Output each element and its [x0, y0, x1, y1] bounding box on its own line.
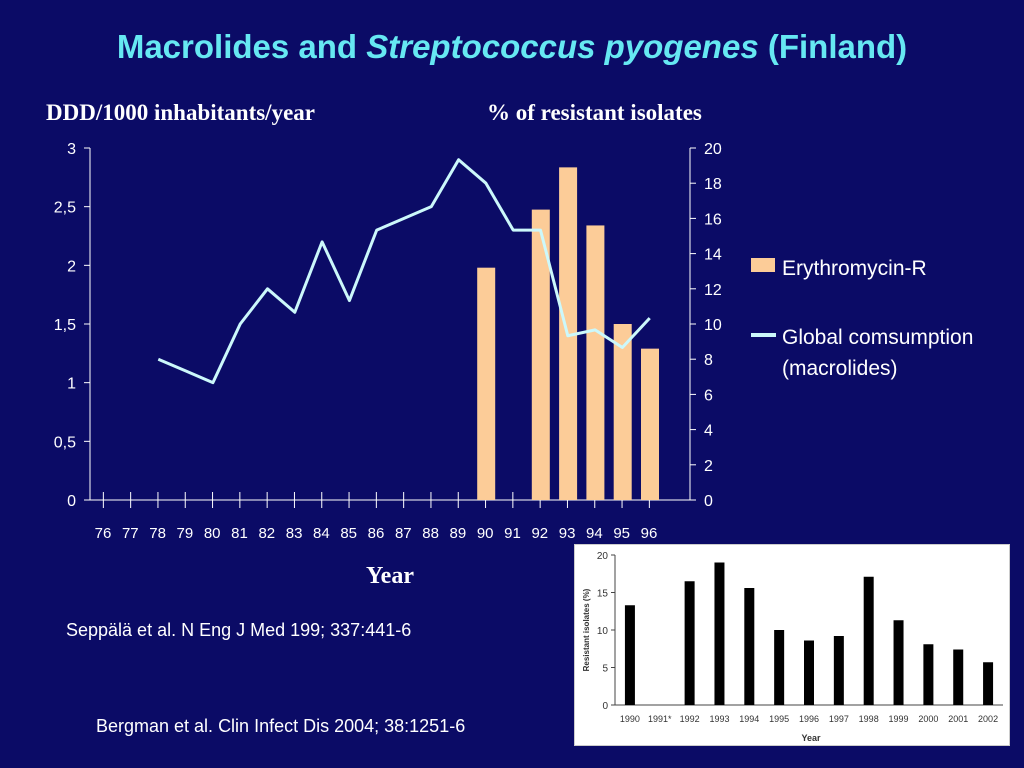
title-part-3: (Finland)	[758, 28, 908, 65]
inset-y-tick-label: 0	[602, 701, 608, 712]
erythromycin-bar	[477, 267, 496, 500]
x-tick-label: 79	[177, 525, 194, 542]
x-tick-label: 83	[286, 525, 303, 542]
x-tick-label: 93	[559, 525, 576, 542]
inset-x-tick-label: 1994	[739, 714, 759, 724]
right-axis-title: % of resistant isolates	[487, 100, 702, 125]
inset-bar	[953, 649, 964, 705]
title-part-1: Macrolides and	[116, 28, 367, 65]
inset-bar	[833, 636, 844, 705]
left-tick-label: 0,5	[54, 434, 76, 451]
left-tick-label: 2	[67, 258, 76, 275]
right-tick-label: 8	[704, 352, 713, 369]
x-tick-label: 92	[531, 525, 548, 542]
x-tick-label: 78	[149, 525, 166, 542]
inset-x-tick-label: 1991*	[648, 714, 672, 724]
inset-x-tick-label: 1997	[829, 714, 849, 724]
x-tick-label: 84	[313, 525, 330, 542]
inset-y-axis-title: Resistant isolates (%)	[582, 588, 591, 671]
x-tick-label: 89	[450, 525, 467, 542]
left-tick-label: 0	[67, 493, 76, 510]
x-tick-label: 91	[504, 525, 521, 542]
legend-label-consumption: Global comsumption	[782, 326, 973, 349]
legend-label-erythromycin: Erythromycin-R	[782, 257, 927, 280]
inset-bar	[714, 562, 725, 705]
x-tick-label: 94	[586, 525, 603, 542]
right-tick-label: 16	[704, 211, 722, 228]
inset-x-tick-label: 2000	[918, 714, 938, 724]
right-tick-label: 20	[704, 141, 722, 158]
erythromycin-bar	[613, 324, 632, 500]
x-tick-label: 86	[368, 525, 385, 542]
inset-x-tick-label: 1992	[680, 714, 700, 724]
inset-x-tick-label: 2001	[948, 714, 968, 724]
right-tick-label: 4	[704, 423, 713, 440]
slide-title: Macrolides and Streptococcus pyogenes (F…	[0, 28, 1024, 66]
legend-label-consumption: (macrolides)	[782, 357, 898, 380]
inset-bar	[863, 576, 874, 705]
right-tick-label: 2	[704, 458, 713, 475]
inset-bar	[624, 605, 635, 705]
main-chart: 0 0,5 1 1,5 2 2,5 3 0 2 4 6 8 10 12 14 16 18 20 76 77 78 79 80…	[54, 141, 974, 589]
inset-bar	[744, 588, 755, 705]
inset-bar	[983, 662, 994, 705]
inset-y-tick-label: 15	[597, 589, 609, 600]
erythromycin-bar	[531, 209, 550, 500]
legend-swatch-bar	[751, 258, 775, 272]
inset-y-tick-label: 5	[602, 664, 608, 675]
x-tick-label: 82	[258, 525, 275, 542]
x-tick-label: 87	[395, 525, 412, 542]
inset-x-tick-label: 2002	[978, 714, 998, 724]
right-tick-label: 12	[704, 282, 722, 299]
inset-x-tick-label: 1990	[620, 714, 640, 724]
right-tick-label: 6	[704, 387, 713, 404]
x-tick-label: 81	[231, 525, 248, 542]
inset-x-tick-label: 1998	[859, 714, 879, 724]
left-tick-label: 1	[67, 376, 76, 393]
right-tick-label: 18	[704, 176, 722, 193]
left-tick-label: 3	[67, 141, 76, 158]
inset-bar	[684, 581, 695, 705]
citation-seppala: Seppälä et al. N Eng J Med 199; 337:441-…	[66, 620, 412, 640]
title-part-2: Streptococcus pyogenes	[366, 28, 759, 65]
erythromycin-bar	[586, 225, 605, 500]
left-axis-title: DDD/1000 inhabitants/year	[46, 100, 315, 125]
right-tick-label: 10	[704, 317, 722, 334]
inset-x-axis-title: Year	[801, 733, 821, 743]
inset-bar	[774, 630, 785, 705]
inset-bar	[804, 640, 814, 705]
inset-chart-panel: 0 5 10 15 20 1990 1991* 1992 1993 1994 1995 1996 199…	[574, 544, 1010, 746]
x-tick-label: 95	[613, 525, 630, 542]
x-tick-label: 80	[204, 525, 221, 542]
x-tick-label: 88	[422, 525, 439, 542]
citation-bergman: Bergman et al. Clin Infect Dis 2004; 38:…	[96, 716, 466, 736]
x-tick-label: 77	[122, 525, 139, 542]
x-axis-title: Year	[366, 563, 414, 589]
x-tick-label: 76	[95, 525, 112, 542]
inset-bar	[893, 620, 904, 705]
inset-x-tick-label: 1993	[709, 714, 729, 724]
left-tick-label: 1,5	[54, 317, 76, 334]
x-tick-label: 96	[641, 525, 658, 542]
erythromycin-bar	[641, 348, 659, 500]
left-tick-label: 2,5	[54, 200, 76, 217]
inset-x-tick-label: 1996	[799, 714, 819, 724]
right-tick-label: 14	[704, 247, 722, 264]
inset-y-tick-label: 20	[597, 551, 609, 562]
inset-chart: 0 5 10 15 20 1990 1991* 1992 1993 1994 1995 1996 199…	[582, 551, 1003, 743]
x-tick-label: 90	[477, 525, 494, 542]
inset-x-tick-label: 1999	[889, 714, 909, 724]
x-tick-label: 85	[340, 525, 357, 542]
inset-x-tick-label: 1995	[769, 714, 789, 724]
inset-y-tick-label: 10	[597, 626, 609, 637]
inset-bar	[923, 644, 934, 705]
right-tick-label: 0	[704, 493, 713, 510]
